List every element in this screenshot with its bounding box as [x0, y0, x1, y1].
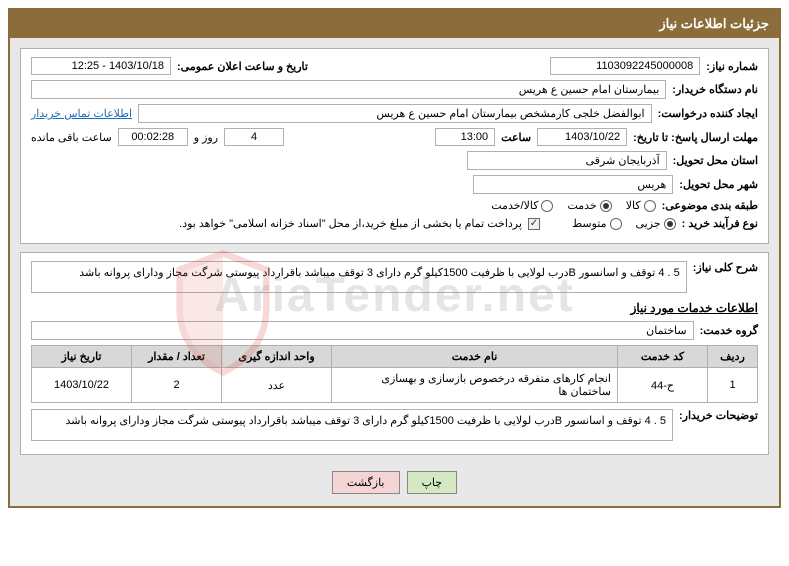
services-table: ردیف کد خدمت نام خدمت واحد اندازه گیری ت…	[31, 345, 758, 403]
delivery-city-value: هریس	[473, 175, 673, 194]
cell-name: انجام کارهای متفرقه درخصوص بازسازی و بهس…	[332, 368, 618, 403]
services-info-title: اطلاعات خدمات مورد نیاز	[31, 301, 758, 315]
th-unit: واحد اندازه گیری	[222, 346, 332, 368]
deadline-date-value: 1403/10/22	[537, 128, 627, 146]
buyer-notes-label: توضیحات خریدار:	[679, 409, 758, 422]
remaining-label: ساعت باقی مانده	[31, 131, 112, 144]
announce-datetime-value: 1403/10/18 - 12:25	[31, 57, 171, 75]
radio-service-label: خدمت	[567, 199, 596, 212]
th-code: کد خدمت	[618, 346, 708, 368]
general-desc-label: شرح کلی نیاز:	[693, 261, 758, 274]
requester-value: ابوالفضل خلجی کارمشخص بیمارستان امام حسی…	[138, 104, 652, 123]
details-panel: جزئیات اطلاعات نیاز شماره نیاز: 11030922…	[8, 8, 781, 508]
delivery-city-label: شهر محل تحویل:	[679, 178, 758, 191]
buyer-org-label: نام دستگاه خریدار:	[672, 83, 758, 96]
radio-medium[interactable]	[610, 218, 622, 230]
payment-checkbox[interactable]	[528, 218, 540, 230]
cell-qty: 2	[132, 368, 222, 403]
subject-class-label: طبقه بندی موضوعی:	[662, 199, 758, 212]
buy-type-label: نوع فرآیند خرید :	[682, 217, 758, 230]
buyer-contact-link[interactable]: اطلاعات تماس خریدار	[31, 107, 132, 120]
radio-minor-label: جزیی	[636, 217, 661, 230]
buyer-org-value: بیمارستان امام حسین ع هریس	[31, 80, 666, 99]
radio-service[interactable]	[600, 200, 612, 212]
general-desc-value: 5 . 4 توقف و اسانسور Bدرب لولایی با ظرفی…	[31, 261, 687, 293]
radio-goods-service-label: کالا/خدمت	[491, 199, 538, 212]
service-group-value: ساختمان	[31, 321, 694, 340]
cell-date: 1403/10/22	[32, 368, 132, 403]
need-number-label: شماره نیاز:	[706, 60, 758, 73]
need-number-value: 1103092245000008	[550, 57, 700, 75]
radio-minor[interactable]	[664, 218, 676, 230]
print-button[interactable]: چاپ	[407, 471, 458, 494]
panel-title: جزئیات اطلاعات نیاز	[10, 10, 779, 38]
button-bar: چاپ بازگشت	[20, 463, 769, 496]
radio-medium-label: متوسط	[572, 217, 607, 230]
info-block-1: شماره نیاز: 1103092245000008 تاریخ و ساع…	[20, 48, 769, 244]
cell-unit: عدد	[222, 368, 332, 403]
subject-class-radio-group: کالا خدمت کالا/خدمت	[491, 199, 655, 212]
table-header-row: ردیف کد خدمت نام خدمت واحد اندازه گیری ت…	[32, 346, 758, 368]
buyer-notes-value: 5 . 4 توقف و اسانسور Bدرب لولایی با ظرفی…	[31, 409, 673, 441]
th-name: نام خدمت	[332, 346, 618, 368]
radio-goods-label: کالا	[626, 199, 641, 212]
deadline-label: مهلت ارسال پاسخ: تا تاریخ:	[633, 131, 758, 144]
requester-label: ایجاد کننده درخواست:	[658, 107, 758, 120]
cell-code: ح-44	[618, 368, 708, 403]
time-remaining-value: 00:02:28	[118, 128, 188, 146]
announce-datetime-label: تاریخ و ساعت اعلان عمومی:	[177, 60, 308, 73]
service-group-label: گروه خدمت:	[700, 324, 758, 337]
table-row: 1 ح-44 انجام کارهای متفرقه درخصوص بازساز…	[32, 368, 758, 403]
th-qty: تعداد / مقدار	[132, 346, 222, 368]
th-date: تاریخ نیاز	[32, 346, 132, 368]
cell-row: 1	[708, 368, 758, 403]
payment-note: پرداخت تمام یا بخشی از مبلغ خرید،از محل …	[179, 217, 522, 230]
radio-goods-service[interactable]	[541, 200, 553, 212]
delivery-province-value: آذربایجان شرقی	[467, 151, 667, 170]
panel-body: شماره نیاز: 1103092245000008 تاریخ و ساع…	[10, 38, 779, 506]
days-remaining-value: 4	[224, 128, 284, 146]
radio-goods[interactable]	[644, 200, 656, 212]
delivery-province-label: استان محل تحویل:	[673, 154, 758, 167]
buy-type-radio-group: جزیی متوسط	[572, 217, 676, 230]
days-and-label: روز و	[194, 131, 218, 144]
info-block-2: شرح کلی نیاز: 5 . 4 توقف و اسانسور Bدرب …	[20, 252, 769, 455]
th-row: ردیف	[708, 346, 758, 368]
deadline-time-value: 13:00	[435, 128, 495, 146]
back-button[interactable]: بازگشت	[332, 471, 400, 494]
time-label: ساعت	[501, 131, 531, 144]
